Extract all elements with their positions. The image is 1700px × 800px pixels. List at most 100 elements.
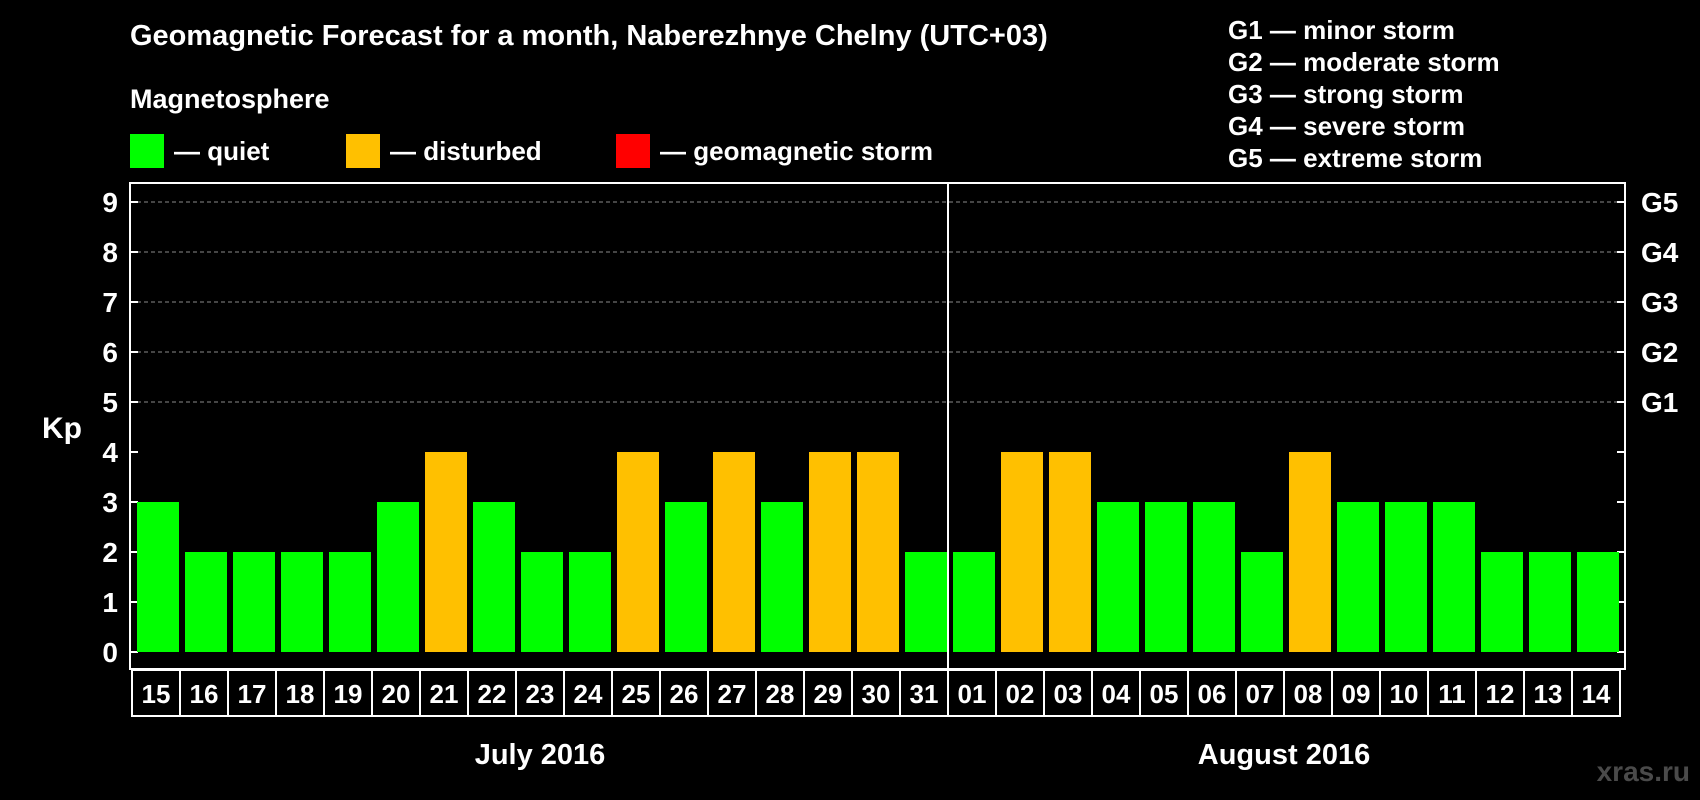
x-tick-label: 16 xyxy=(190,679,219,709)
y-axis-label: Kp xyxy=(42,412,82,445)
g-scale-g3: G3 — strong storm xyxy=(1228,79,1464,109)
y-tick-label: 6 xyxy=(102,337,118,368)
g-scale-legend: G1 — minor storm G2 — moderate storm G3 … xyxy=(1228,14,1500,174)
legend-disturbed: — disturbed xyxy=(346,134,542,168)
bar xyxy=(809,452,851,652)
legend-quiet-text: — quiet xyxy=(174,135,270,166)
x-tick-label: 13 xyxy=(1534,679,1563,709)
month-label: July 2016 xyxy=(475,739,606,771)
bar xyxy=(281,552,323,652)
bar xyxy=(185,552,227,652)
legend-storm-swatch xyxy=(616,134,650,168)
bar xyxy=(713,452,755,652)
x-tick-label: 31 xyxy=(910,679,939,709)
x-tick-label: 17 xyxy=(238,679,267,709)
bar xyxy=(857,452,899,652)
bar xyxy=(1241,552,1283,652)
y-tick-label: 3 xyxy=(102,487,118,518)
x-tick-label: 29 xyxy=(814,679,843,709)
bar xyxy=(1433,502,1475,652)
bar xyxy=(569,552,611,652)
bar xyxy=(1001,452,1043,652)
bar xyxy=(953,552,995,652)
chart-title: Geomagnetic Forecast for a month, Nabere… xyxy=(130,20,1048,52)
x-tick-label: 23 xyxy=(526,679,555,709)
x-tick-label: 02 xyxy=(1006,679,1035,709)
y-tick-label: 0 xyxy=(102,637,118,668)
g-axis-label: G4 xyxy=(1641,237,1679,268)
bar xyxy=(233,552,275,652)
x-tick-label: 10 xyxy=(1390,679,1419,709)
bar xyxy=(665,502,707,652)
y-tick-label: 8 xyxy=(102,237,118,268)
x-tick-label: 24 xyxy=(574,679,603,709)
bar xyxy=(1481,552,1523,652)
x-tick-label: 26 xyxy=(670,679,699,709)
g-axis-label: G1 xyxy=(1641,387,1678,418)
x-tick-label: 30 xyxy=(862,679,891,709)
x-tick-label: 22 xyxy=(478,679,507,709)
bar xyxy=(1097,502,1139,652)
x-tick-label: 08 xyxy=(1294,679,1323,709)
x-tick-label: 25 xyxy=(622,679,651,709)
g-scale-g1: G1 — minor storm xyxy=(1228,15,1455,45)
y-tick-label: 5 xyxy=(102,387,118,418)
x-tick-label: 11 xyxy=(1438,679,1466,709)
bar xyxy=(329,552,371,652)
y-tick-label: 2 xyxy=(102,537,118,568)
g-axis-label: G5 xyxy=(1641,187,1678,218)
bar xyxy=(1193,502,1235,652)
bar xyxy=(1049,452,1091,652)
x-tick-label: 06 xyxy=(1198,679,1227,709)
bar xyxy=(1577,552,1619,652)
x-tick-label: 27 xyxy=(718,679,747,709)
x-tick-label: 09 xyxy=(1342,679,1371,709)
x-tick-label: 20 xyxy=(382,679,411,709)
y-tick-label: 9 xyxy=(102,187,118,218)
bar xyxy=(377,502,419,652)
bar xyxy=(1145,502,1187,652)
g-scale-g5: G5 — extreme storm xyxy=(1228,143,1483,173)
watermark: xras.ru xyxy=(1596,756,1690,787)
bar xyxy=(425,452,467,652)
bar xyxy=(1385,502,1427,652)
bar xyxy=(521,552,563,652)
g-axis-label: G2 xyxy=(1641,337,1678,368)
x-tick-label: 19 xyxy=(334,679,363,709)
x-tick-label: 01 xyxy=(958,679,987,709)
bar xyxy=(1337,502,1379,652)
day-label-row xyxy=(131,669,1621,717)
g-scale-g2: G2 — moderate storm xyxy=(1228,47,1500,77)
x-tick-label: 15 xyxy=(142,679,171,709)
bar xyxy=(1289,452,1331,652)
x-tick-label: 18 xyxy=(286,679,315,709)
legend-storm: — geomagnetic storm xyxy=(616,134,933,168)
x-tick-label: 04 xyxy=(1102,679,1131,709)
x-tick-label: 21 xyxy=(430,679,459,709)
bar xyxy=(761,502,803,652)
legend-disturbed-swatch xyxy=(346,134,380,168)
y-tick-label: 7 xyxy=(102,287,118,318)
legend-quiet: — quiet xyxy=(130,134,269,168)
x-tick-label: 28 xyxy=(766,679,795,709)
bar xyxy=(137,502,179,652)
bar xyxy=(905,552,947,652)
g-scale-g4: G4 — severe storm xyxy=(1228,111,1466,141)
x-tick-label: 03 xyxy=(1054,679,1083,709)
magnetosphere-label: Magnetosphere xyxy=(130,84,330,114)
bar xyxy=(617,452,659,652)
legend-quiet-swatch xyxy=(130,134,164,168)
legend-disturbed-text: — disturbed xyxy=(390,135,542,166)
y-tick-label: 4 xyxy=(102,437,118,468)
bar xyxy=(473,502,515,652)
x-tick-label: 14 xyxy=(1582,679,1611,709)
x-tick-label: 05 xyxy=(1150,679,1179,709)
x-tick-label: 07 xyxy=(1246,679,1275,709)
legend-storm-text: — geomagnetic storm xyxy=(660,135,934,166)
bar xyxy=(1529,552,1571,652)
g-axis-label: G3 xyxy=(1641,287,1678,318)
month-label: August 2016 xyxy=(1198,739,1370,771)
x-tick-label: 12 xyxy=(1486,679,1515,709)
y-tick-label: 1 xyxy=(102,587,118,618)
